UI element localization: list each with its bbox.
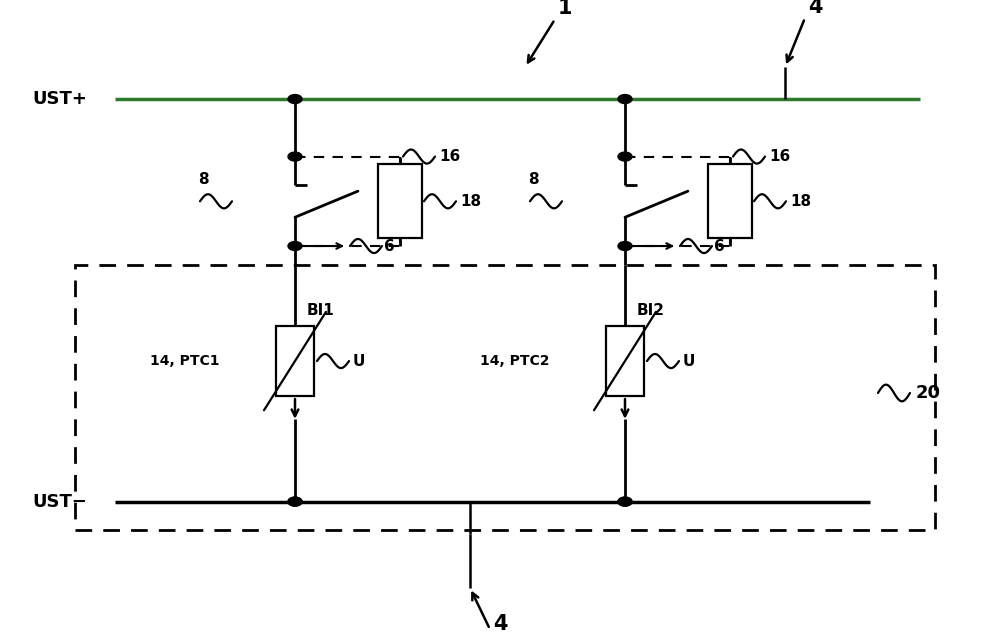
Text: UST+: UST+ <box>33 90 87 108</box>
Text: 14, PTC2: 14, PTC2 <box>480 354 550 368</box>
Text: 8: 8 <box>528 173 539 187</box>
Bar <box>378 164 422 238</box>
Circle shape <box>618 152 632 161</box>
Circle shape <box>288 95 302 104</box>
Text: 16: 16 <box>769 149 790 164</box>
Text: 18: 18 <box>460 194 481 209</box>
Text: BI2: BI2 <box>637 304 665 318</box>
Circle shape <box>288 152 302 161</box>
Text: UST−: UST− <box>32 493 88 511</box>
Bar <box>606 326 644 396</box>
Text: 8: 8 <box>198 173 209 187</box>
Text: 18: 18 <box>790 194 811 209</box>
Circle shape <box>618 497 632 506</box>
Text: BI1: BI1 <box>307 304 335 318</box>
Circle shape <box>618 242 632 250</box>
Text: U: U <box>353 353 365 369</box>
Text: 6: 6 <box>714 238 725 254</box>
Text: 1: 1 <box>558 0 572 18</box>
Text: 20: 20 <box>916 384 941 402</box>
Circle shape <box>618 95 632 104</box>
Bar <box>708 164 752 238</box>
Text: 14, PTC1: 14, PTC1 <box>150 354 220 368</box>
Text: U: U <box>683 353 695 369</box>
Text: 6: 6 <box>384 238 395 254</box>
Bar <box>75 265 935 530</box>
Circle shape <box>288 497 302 506</box>
Text: 4: 4 <box>493 614 508 634</box>
Circle shape <box>618 497 632 506</box>
Circle shape <box>288 497 302 506</box>
Text: 16: 16 <box>439 149 460 164</box>
Bar <box>276 326 314 396</box>
Circle shape <box>288 242 302 250</box>
Text: 4: 4 <box>808 0 822 17</box>
